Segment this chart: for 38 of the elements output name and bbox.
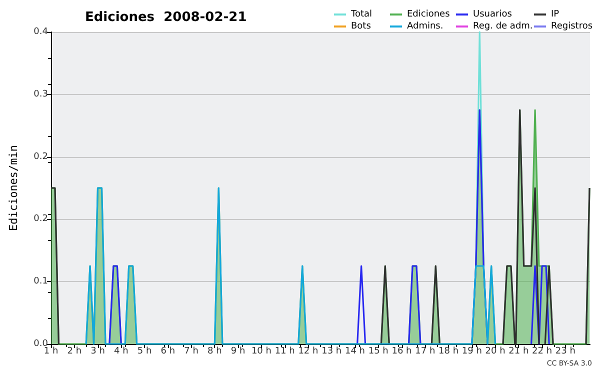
x-tick-label: 23 h: [555, 346, 576, 356]
y-tick-label: 0.4: [34, 27, 48, 37]
y-tick-label: 0.2: [34, 214, 48, 224]
x-tick-label: 12 h: [298, 346, 318, 356]
x-tick-label: 11 h: [274, 346, 295, 356]
legend-label: Registros: [551, 22, 593, 32]
y-tick-label: 0.1: [34, 276, 48, 287]
x-tick-label: 19 h: [462, 346, 482, 356]
y-axis-title: Ediciones/min: [7, 144, 20, 232]
legend-label: Usuarios: [473, 10, 512, 20]
x-tick-label: 15 h: [368, 346, 388, 356]
y-tick-label: 0.2: [34, 152, 48, 162]
x-tick-label: 3 h: [90, 346, 105, 356]
x-tick-label: 21 h: [508, 346, 529, 356]
legend-label: Ediciones: [407, 10, 450, 20]
x-tick-label: 13 h: [322, 346, 342, 356]
x-tick-label: 4 h: [114, 346, 128, 356]
x-tick-label: 5 h: [137, 346, 152, 356]
x-tick-label: 6 h: [160, 346, 176, 356]
x-tick-label: 10 h: [251, 346, 272, 356]
x-tick-label: 17 h: [415, 346, 436, 356]
x-tick-label: 16 h: [392, 346, 412, 356]
x-tick-label: 22 h: [532, 346, 552, 356]
chart-title: Ediciones 2008-02-21: [85, 10, 247, 25]
x-tick-label: 1 h: [44, 346, 58, 356]
x-tick-label: 8 h: [208, 346, 222, 356]
legend-label: Total: [350, 10, 372, 20]
x-tick-label: 7 h: [184, 346, 198, 356]
legend-label: Bots: [351, 22, 372, 32]
x-tick-label: 20 h: [485, 346, 506, 356]
legend-label: Reg. de adm.: [473, 22, 533, 32]
legend-label: IP: [551, 10, 560, 20]
x-tick-label: 14 h: [344, 346, 366, 356]
legend-label: Admins.: [407, 22, 444, 32]
x-tick-label: 2 h: [67, 346, 82, 356]
x-tick-label: 9 h: [230, 346, 246, 356]
y-tick-label: 0.3: [34, 89, 48, 100]
x-tick-label: 18 h: [438, 346, 459, 356]
